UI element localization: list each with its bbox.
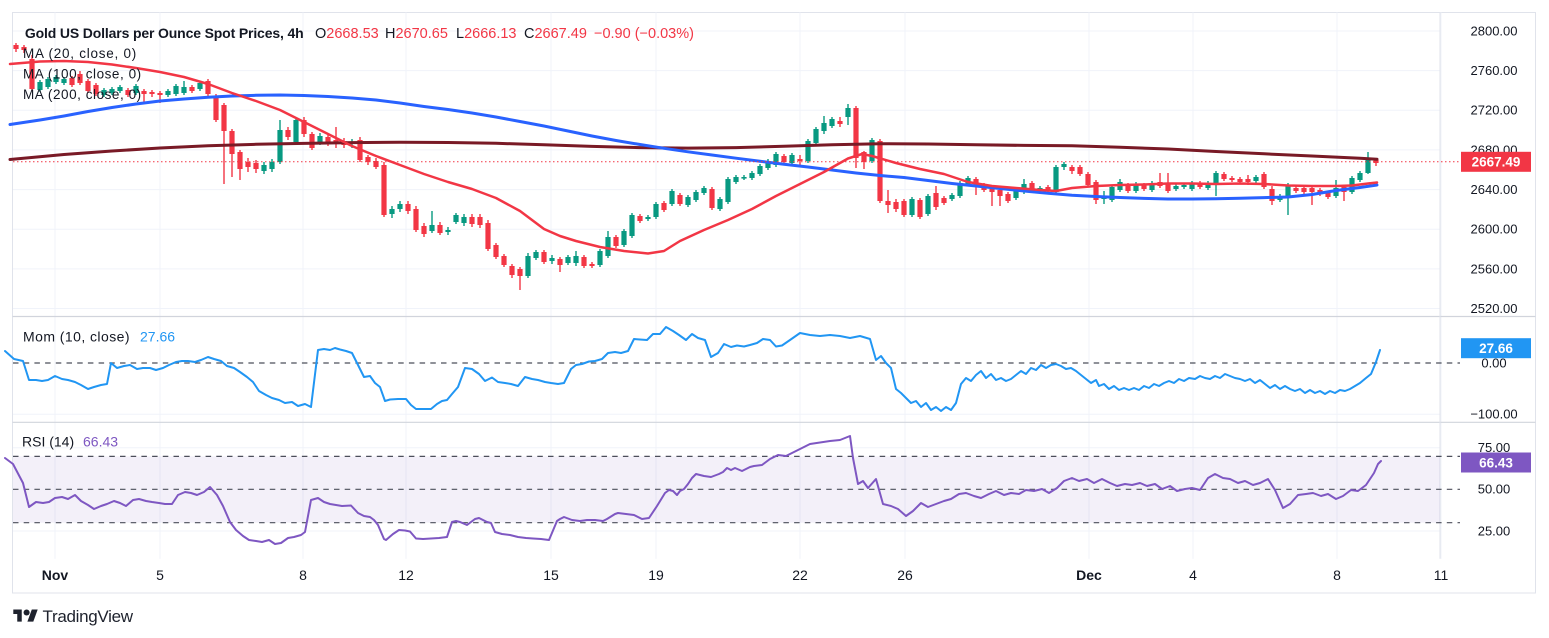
svg-text:RSI (14): RSI (14) <box>22 434 74 450</box>
svg-text:TradingView: TradingView <box>43 607 134 626</box>
svg-text:27.66: 27.66 <box>1479 341 1513 356</box>
svg-text:2640.00: 2640.00 <box>1471 182 1518 197</box>
svg-text:25.00: 25.00 <box>1478 523 1511 538</box>
svg-text:2600.00: 2600.00 <box>1471 222 1518 237</box>
svg-text:50.00: 50.00 <box>1478 482 1511 497</box>
svg-text:Dec: Dec <box>1076 567 1102 583</box>
svg-text:75.00: 75.00 <box>1478 440 1511 455</box>
svg-text:2520.00: 2520.00 <box>1471 301 1518 316</box>
svg-text:MA (200, close, 0): MA (200, close, 0) <box>23 87 142 102</box>
svg-text:2800.00: 2800.00 <box>1471 23 1518 38</box>
svg-text:4: 4 <box>1189 567 1197 583</box>
svg-text:27.66: 27.66 <box>140 329 175 345</box>
svg-text:2720.00: 2720.00 <box>1471 103 1518 118</box>
svg-text:26: 26 <box>897 567 913 583</box>
svg-text:12: 12 <box>398 567 414 583</box>
svg-text:66.43: 66.43 <box>83 434 118 450</box>
svg-text:Gold US Dollars per Ounce Spot: Gold US Dollars per Ounce Spot Prices, 4… <box>25 25 304 41</box>
svg-text:0.00: 0.00 <box>1481 355 1506 370</box>
svg-text:8: 8 <box>299 567 307 583</box>
svg-text:66.43: 66.43 <box>1479 455 1513 470</box>
svg-text:2560.00: 2560.00 <box>1471 261 1518 276</box>
svg-text:MA (20, close, 0): MA (20, close, 0) <box>23 46 137 61</box>
svg-text:19: 19 <box>648 567 664 583</box>
svg-text:11: 11 <box>1434 567 1449 583</box>
svg-text:MA (100, close, 0): MA (100, close, 0) <box>23 67 142 82</box>
svg-text:Nov: Nov <box>42 567 69 583</box>
svg-text:8: 8 <box>1333 567 1341 583</box>
svg-text:5: 5 <box>156 567 164 583</box>
svg-text:15: 15 <box>543 567 559 583</box>
svg-text:Mom (10, close): Mom (10, close) <box>23 329 130 345</box>
svg-text:2667.49: 2667.49 <box>1472 155 1521 170</box>
svg-text:−100.00: −100.00 <box>1470 407 1517 422</box>
svg-text:22: 22 <box>792 567 808 583</box>
svg-text:2760.00: 2760.00 <box>1471 63 1518 78</box>
